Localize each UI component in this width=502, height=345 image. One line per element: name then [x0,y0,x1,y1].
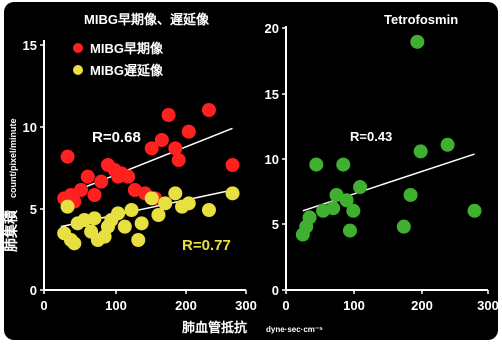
right-data-point [309,157,324,172]
chart-frame: MIBG早期像、遅延像 0 5 10 15 0 100 200 300 MIBG早期像 MIB… [4,2,498,340]
left-data-point [144,141,159,156]
left-data-point [181,124,196,139]
y-axis-unit: count/pixel/minute [8,118,18,198]
legend-marker-delayed [73,65,83,75]
right-data-point [342,223,357,238]
y-axis-label: 肺集積 [4,209,19,252]
left-ticks: 0 5 10 15 0 100 200 300 [23,38,257,313]
left-data-point [60,149,75,164]
right-data-point [440,137,455,152]
right-data-point [467,203,482,218]
left-data-point [117,219,132,234]
x-axis-unit: dyne·sec·cm⁻⁵ [266,325,323,334]
left-data-point [131,233,146,247]
right-data-point [410,34,425,49]
right-chart-title: Tetrofosmin [384,12,458,27]
right-y-tick-label: 5 [272,217,279,232]
left-data-point [151,208,166,222]
right-data-point [396,219,411,234]
legend-label-delayed: MIBG遅延像 [90,63,164,78]
right-data-point [353,180,368,195]
right-data-point [326,201,341,216]
left-y-tick-label: 15 [23,38,37,53]
left-chart-title: MIBG早期像、遅延像 [84,12,210,27]
right-x-tick-label: 200 [411,298,433,313]
left-data-point [80,169,95,184]
left-data-point [60,199,75,214]
right-data-point [339,193,354,208]
legend-marker-early [73,43,83,53]
left-data-point [87,188,102,202]
left-y-tick-label: 5 [30,202,37,217]
left-data-point [171,153,186,167]
r-label-tetrofosmin: R=0.43 [350,129,392,144]
r-label-early: R=0.68 [92,129,141,146]
left-x-tick-label: 100 [105,298,127,313]
right-x-tick-label: 0 [282,298,289,313]
right-y-tick-label: 10 [265,152,279,167]
legend-label-early: MIBG早期像 [90,41,164,56]
left-data-point [168,186,183,201]
right-y-tick-label: 20 [265,21,279,36]
left-points [57,103,240,251]
left-x-tick-label: 300 [235,298,257,313]
left-data-point [201,203,216,217]
left-panel: MIBG早期像、遅延像 0 5 10 15 0 100 200 300 MIBG早期像 MIB… [4,12,257,313]
right-x-tick-label: 300 [477,298,498,313]
left-data-point [225,186,240,201]
left-data-point [94,174,109,189]
right-y-tick-label: 15 [265,87,279,102]
left-data-point [161,108,176,122]
left-fit-line-early [60,127,233,198]
left-data-point [144,191,159,206]
left-data-point [134,216,149,231]
right-y-tick-label: 0 [272,283,279,298]
left-x-tick-label: 200 [175,298,197,313]
left-data-point [158,196,173,211]
left-data-point [111,206,126,221]
right-data-point [346,203,361,218]
right-data-point [413,144,428,159]
right-x-tick-label: 100 [343,298,365,313]
left-data-point [181,196,196,211]
left-y-tick-label: 0 [30,283,37,298]
right-points [295,34,482,242]
left-data-point [124,203,139,217]
left-data-point [154,133,169,147]
left-data-point [201,103,216,117]
x-axis-label: 肺血管抵抗 [182,320,247,335]
left-x-tick-label: 0 [40,298,47,313]
left-data-point [67,236,82,251]
right-data-point [336,157,351,172]
left-data-point [225,158,240,172]
left-data-point [74,183,89,197]
left-data-point [87,211,102,226]
right-data-point [302,210,317,225]
right-data-point [403,187,418,202]
left-data-point [168,141,183,156]
left-y-tick-label: 10 [23,120,37,135]
r-label-delayed: R=0.77 [182,237,231,254]
left-data-point [121,169,136,184]
right-fit-line [302,153,475,212]
